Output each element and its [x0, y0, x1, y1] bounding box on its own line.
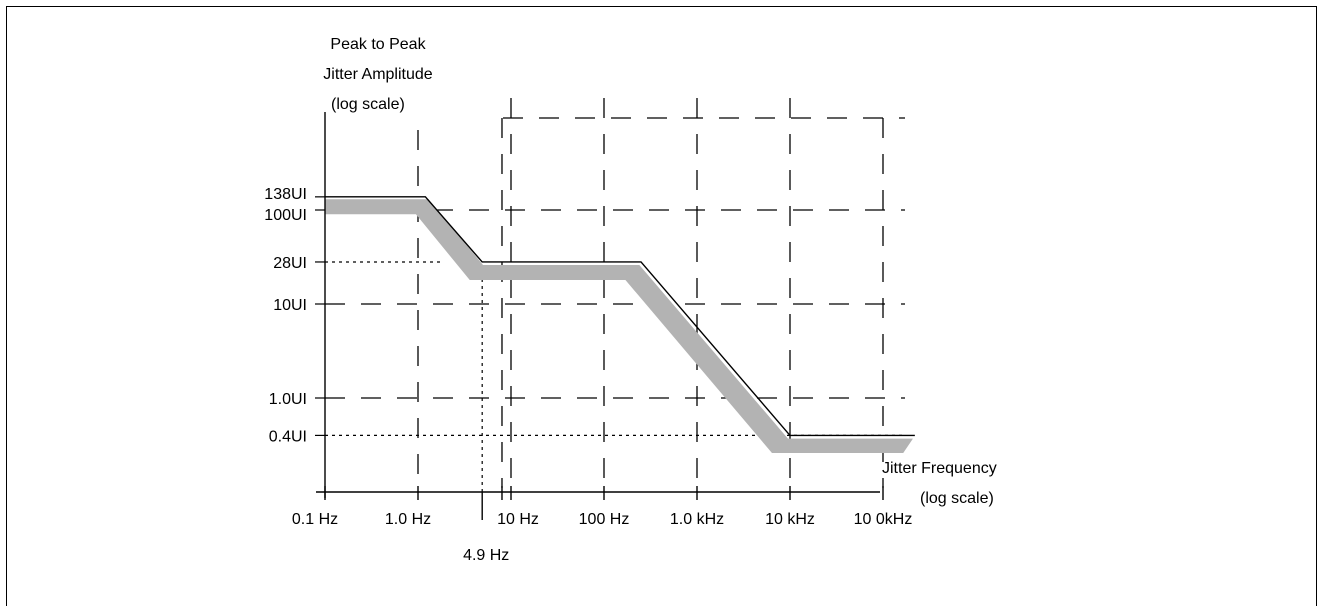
y-tick-label: 100UI	[264, 207, 307, 224]
dotted-guides	[325, 261, 905, 492]
x-axis-label-line-1: Jitter Frequency	[882, 460, 997, 477]
y-axis-label-line-1: Peak to Peak	[330, 36, 426, 53]
mask-line	[325, 196, 915, 437]
x-tick-label: 10 Hz	[497, 511, 539, 528]
x-tick-label: 10 0kHz	[854, 511, 913, 528]
x-axis-label-line-2: (log scale)	[920, 490, 994, 507]
axes	[315, 112, 884, 520]
y-tick-labels: 138UI 100UI 28UI 10UI 1.0UI 0.4UI	[264, 186, 307, 446]
y-axis-label-line-3: (log scale)	[331, 96, 405, 113]
mask-line-path	[325, 196, 915, 437]
figure-frame	[6, 6, 1317, 606]
y-axis-label-line-2: Jitter Amplitude	[323, 66, 432, 83]
tolerance-band-shape	[325, 199, 913, 453]
x-tick-label: 0.1 Hz	[292, 511, 338, 528]
x-tick-label: 1.0 Hz	[385, 511, 431, 528]
x-tick-label: 100 Hz	[579, 511, 630, 528]
y-tick-label: 0.4UI	[269, 428, 307, 445]
grid	[325, 98, 905, 488]
y-tick-label: 10UI	[273, 297, 307, 314]
tolerance-band	[325, 199, 913, 453]
x-tick-label: 1.0 kHz	[670, 511, 724, 528]
y-tick-label: 138UI	[264, 186, 307, 203]
x-annotation-label: 4.9 Hz	[463, 547, 509, 564]
x-tick-labels: 0.1 Hz 1.0 Hz 10 Hz 100 Hz 1.0 kHz 10 kHz 10 0…	[292, 511, 912, 528]
x-tick-label: 10 kHz	[765, 511, 815, 528]
y-tick-label: 1.0UI	[269, 391, 307, 408]
y-tick-label: 28UI	[273, 255, 307, 272]
